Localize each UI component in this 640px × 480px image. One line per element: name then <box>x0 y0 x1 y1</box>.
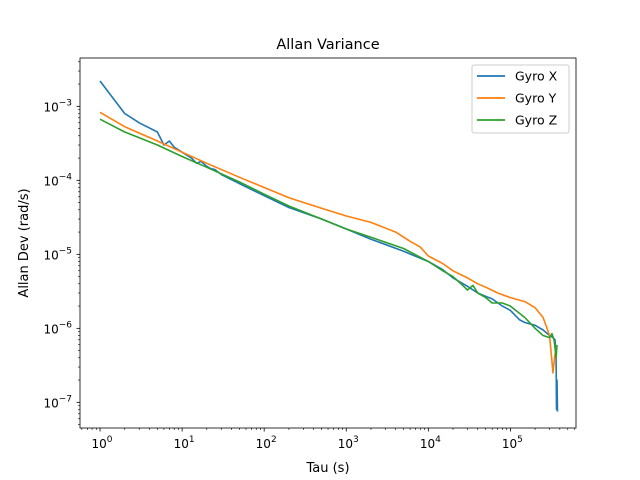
y-tick-label: 10−5 <box>43 246 72 262</box>
x-tick-label: 102 <box>256 435 277 451</box>
series-line-gyro-y <box>99 111 557 374</box>
x-tick-label: 103 <box>338 435 359 451</box>
x-tick-label: 104 <box>420 435 441 451</box>
y-tick-label: 10−7 <box>43 394 72 410</box>
legend-label-gyro-y: Gyro Y <box>515 91 557 106</box>
x-tick-label: 100 <box>92 435 113 451</box>
y-tick-label: 10−4 <box>43 172 72 188</box>
x-tick-label: 105 <box>502 435 523 451</box>
legend: Gyro X Gyro Y Gyro Z <box>471 64 570 134</box>
y-tick-label: 10−3 <box>43 98 72 114</box>
series-layer <box>99 80 559 412</box>
legend-label-gyro-x: Gyro X <box>515 69 558 84</box>
series-line-gyro-z <box>99 118 558 359</box>
legend-label-gyro-z: Gyro Z <box>515 113 557 128</box>
chart-title: Allan Variance <box>276 37 379 53</box>
x-axis-label: Tau (s) <box>305 461 349 476</box>
legend-box <box>471 64 570 134</box>
x-tick-label: 101 <box>174 435 195 451</box>
y-tick-label: 10−6 <box>43 320 72 336</box>
y-axis-label: Allan Dev (rad/s) <box>17 188 32 297</box>
